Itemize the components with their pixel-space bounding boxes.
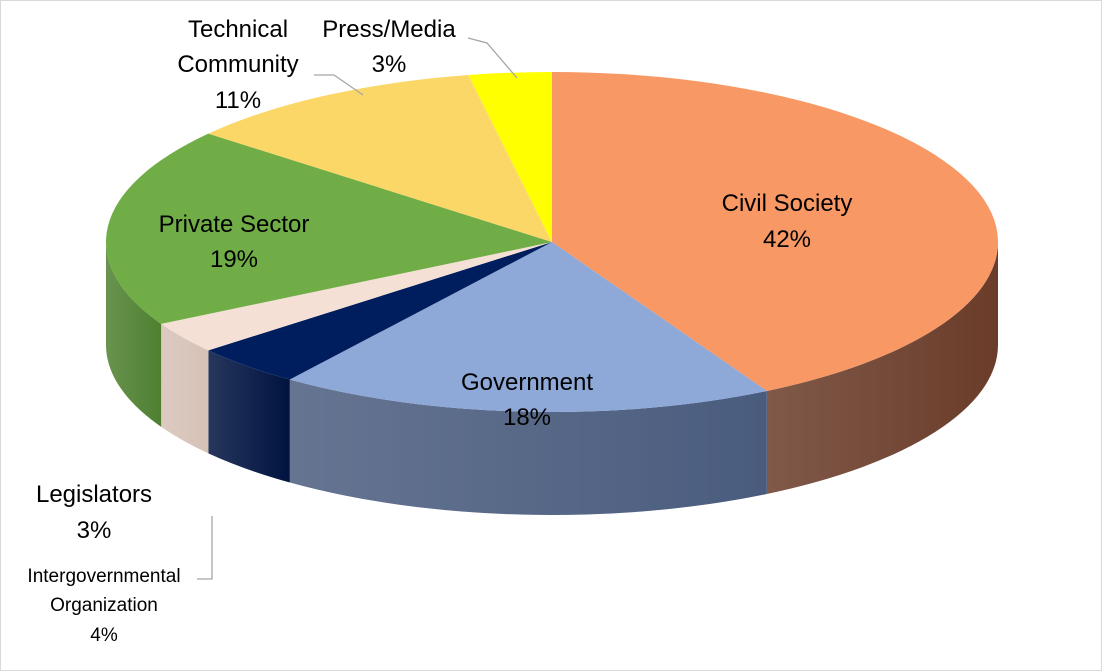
leader-line-intergovernmental bbox=[197, 516, 213, 580]
data-label-press-media-name: Press/Media bbox=[322, 16, 456, 43]
pie-side-private-sector bbox=[106, 242, 162, 427]
pie-top-slices bbox=[106, 72, 999, 412]
data-labels: Civil Society 42% Government 18% Private… bbox=[27, 16, 852, 646]
pie-slice-intergovernmental-organization bbox=[208, 242, 553, 380]
data-label-legislators-value: 3% bbox=[77, 517, 112, 544]
leader-line-technical-community bbox=[314, 74, 364, 96]
data-label-government-name: Government bbox=[461, 369, 593, 396]
data-label-intergovernmental-line1: Intergovernmental bbox=[27, 566, 180, 587]
data-label-technical-community-value: 11% bbox=[215, 87, 261, 114]
data-label-civil-society-name: Civil Society bbox=[722, 190, 853, 217]
data-label-private-sector-name: Private Sector bbox=[159, 211, 310, 238]
data-label-press-media-value: 3% bbox=[372, 51, 407, 78]
pie-slice-civil-society bbox=[552, 72, 999, 391]
data-label-technical-community-line2: Community bbox=[177, 51, 298, 78]
data-label-legislators-name: Legislators bbox=[36, 481, 152, 508]
data-label-intergovernmental-line2: Organization bbox=[50, 595, 158, 616]
data-label-civil-society-value: 42% bbox=[763, 226, 811, 253]
pie-side-legislators bbox=[161, 323, 209, 454]
pie-side-government bbox=[289, 379, 767, 515]
data-label-government-value: 18% bbox=[503, 404, 551, 431]
data-label-technical-community-line1: Technical bbox=[188, 16, 288, 43]
pie-slice-press-media bbox=[468, 72, 552, 242]
pie-slice-private-sector bbox=[106, 133, 553, 324]
pie-side-civil-society bbox=[766, 242, 998, 494]
pie-side-walls bbox=[106, 242, 998, 515]
leader-lines bbox=[197, 37, 518, 580]
data-label-intergovernmental-value: 4% bbox=[90, 625, 118, 646]
data-label-private-sector-value: 19% bbox=[210, 246, 258, 273]
pie-slice-legislators bbox=[161, 242, 552, 351]
pie-slice-government bbox=[289, 242, 767, 412]
pie-slice-technical-community bbox=[208, 75, 553, 242]
pie-side-intergovernmental-organization bbox=[208, 350, 290, 483]
leader-line-press-media bbox=[467, 37, 518, 79]
